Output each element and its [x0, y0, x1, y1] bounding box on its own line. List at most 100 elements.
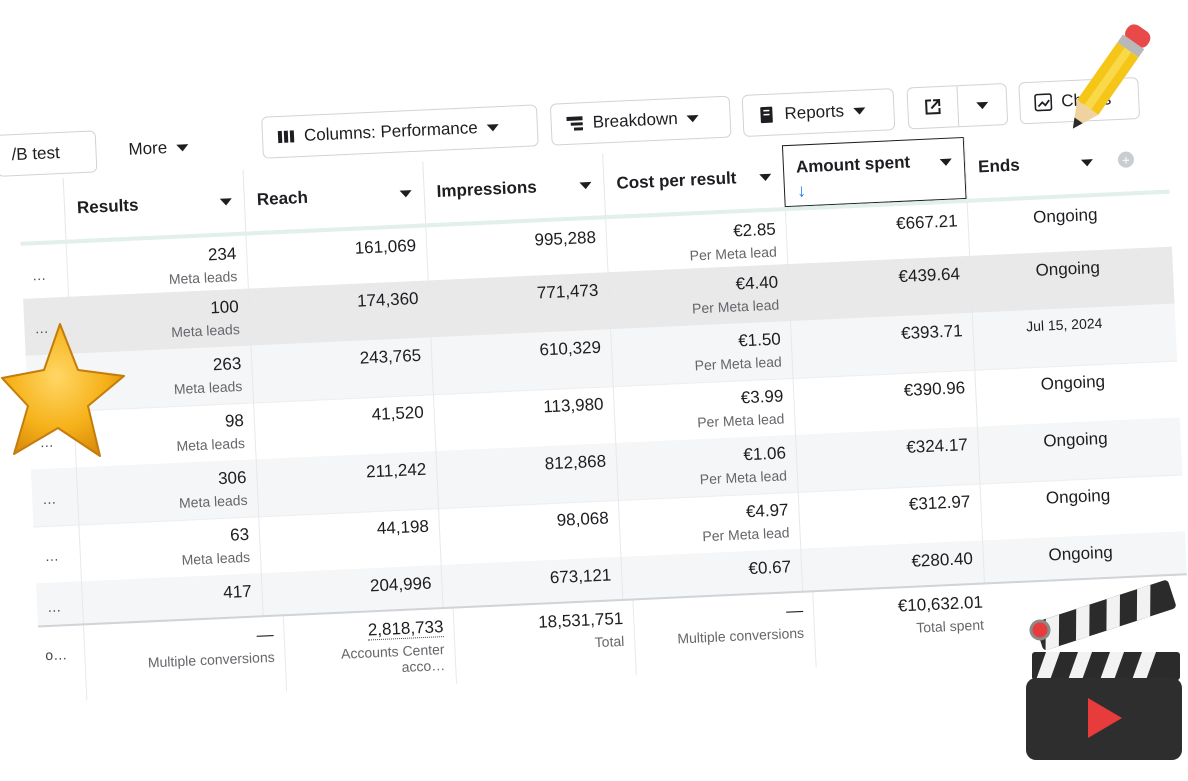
results-value: 263	[212, 353, 242, 375]
total-impressions-value: 18,531,751	[537, 608, 624, 632]
total-cost-per-result: — Multiple conversions	[632, 592, 816, 676]
ends-value: Ongoing	[1032, 205, 1098, 227]
cell-reach: 174,360	[247, 280, 431, 346]
ends-value: Ongoing	[1035, 257, 1101, 280]
cpr-unit: Per Meta lead	[699, 467, 788, 488]
reach-value: 41,520	[371, 402, 425, 425]
more-button[interactable]: More	[114, 126, 204, 172]
ends-value: Ongoing	[1045, 485, 1111, 508]
more-label: More	[128, 138, 168, 159]
sort-descending-icon: ↓	[796, 180, 807, 201]
chevron-down-icon	[852, 106, 866, 115]
chevron-down-icon	[486, 123, 499, 132]
export-button[interactable]	[907, 86, 959, 129]
chevron-down-icon[interactable]	[939, 158, 953, 167]
total-reach-value[interactable]: 2,818,733	[367, 617, 444, 641]
totals-row-name: o…	[44, 646, 68, 664]
total-spent-value: €10,632.01	[897, 592, 984, 616]
column-reach[interactable]: Reach	[242, 161, 426, 232]
columns-label: Columns: Performance	[303, 118, 479, 145]
ends-value: Jul 15, 2024	[1025, 314, 1103, 335]
charts-button[interactable]: Charts	[1018, 77, 1141, 125]
spent-value: €393.71	[900, 321, 963, 344]
ends-value: Ongoing	[1042, 428, 1108, 451]
spent-value: €280.40	[911, 549, 974, 571]
reach-value: 211,242	[365, 459, 427, 482]
results-unit: Meta leads	[168, 268, 238, 288]
cpr-unit: Per Meta lead	[702, 524, 790, 545]
total-results-caption: Multiple conversions	[147, 648, 275, 671]
impressions-value: 610,329	[539, 337, 602, 360]
reports-icon	[760, 106, 773, 124]
export-split-button	[906, 82, 1009, 130]
impressions-value: 771,473	[536, 280, 599, 303]
reach-value: 161,069	[354, 235, 417, 258]
results-unit: Meta leads	[181, 548, 251, 568]
row-name-truncated: …	[44, 547, 60, 565]
chevron-down-icon[interactable]	[219, 197, 233, 206]
cpr-unit: Per Meta lead	[691, 296, 780, 317]
column-ends-label: Ends	[977, 155, 1021, 177]
impressions-value: 995,288	[534, 227, 597, 250]
results-value: 100	[209, 297, 240, 318]
chevron-down-icon[interactable]	[759, 173, 772, 181]
add-column-icon[interactable]: +	[1117, 151, 1135, 168]
ab-test-button[interactable]: /B test	[0, 130, 98, 177]
reports-label: Reports	[784, 101, 845, 124]
row-name-truncated: …	[41, 490, 57, 508]
cpr-value: €2.85	[732, 219, 777, 241]
clapperboard-sticker	[1026, 580, 1182, 760]
cpr-value: €1.06	[742, 443, 787, 465]
cpr-value: €1.50	[737, 329, 782, 351]
export-menu-button[interactable]	[957, 84, 1007, 126]
reach-value: 174,360	[356, 288, 419, 311]
cell-results: 306 Meta leads	[75, 459, 259, 525]
cell-cost-per-result: €3.99 Per Meta lead	[612, 377, 796, 444]
cell-impressions: 812,868	[435, 443, 618, 509]
chevron-down-icon[interactable]	[579, 181, 592, 189]
cell-reach: 211,242	[255, 451, 439, 517]
spent-value: €390.96	[903, 378, 966, 400]
column-results[interactable]: Results	[62, 169, 246, 240]
breakdown-button[interactable]: Breakdown	[549, 95, 732, 146]
cell-amount-spent: €390.96	[792, 369, 977, 435]
export-icon	[925, 99, 941, 115]
column-impressions[interactable]: Impressions	[422, 153, 605, 224]
total-results: — Multiple conversions	[82, 616, 287, 701]
results-value: 417	[222, 581, 253, 603]
column-amount-spent[interactable]: Amount spent ↓	[781, 136, 967, 208]
column-cost-per-result[interactable]: Cost per result	[602, 145, 785, 216]
cell-impressions: 98,068	[438, 500, 621, 566]
spent-value: €312.97	[908, 492, 971, 514]
cell-cost-per-result: €1.06 Per Meta lead	[615, 434, 798, 501]
cell-cost-per-result: €4.97 Per Meta lead	[617, 491, 801, 557]
cell-impressions: 610,329	[430, 329, 613, 395]
total-cpr-value: —	[785, 600, 804, 621]
ab-test-label: /B test	[11, 143, 61, 165]
cpr-value: €3.99	[740, 386, 784, 408]
chevron-down-icon[interactable]	[399, 189, 412, 198]
chevron-down-icon	[975, 101, 989, 109]
chevron-down-icon[interactable]	[1080, 158, 1094, 167]
breakdown-label: Breakdown	[592, 108, 679, 132]
cell-cost-per-result: €1.50 Per Meta lead	[610, 321, 793, 387]
impressions-value: 673,121	[549, 565, 612, 588]
reports-button[interactable]: Reports	[741, 88, 896, 137]
results-unit: Meta leads	[178, 491, 248, 511]
impressions-value: 113,980	[542, 394, 604, 417]
column-reach-label: Reach	[256, 187, 309, 210]
columns-button[interactable]: Columns: Performance	[261, 104, 539, 159]
column-results-label: Results	[76, 195, 139, 218]
ads-manager-table-sheet: /B test More Columns: Performance Breakd…	[0, 66, 1188, 703]
results-value: 306	[217, 467, 247, 489]
impressions-value: 812,868	[544, 451, 607, 474]
row-name-truncated: …	[31, 266, 47, 284]
spent-value: €324.17	[905, 435, 969, 457]
cpr-value: €0.67	[748, 557, 792, 579]
spent-value: €667.21	[895, 211, 958, 234]
column-amount-spent-label: Amount spent	[795, 152, 911, 177]
column-amount-spent-title: Amount spent	[796, 151, 953, 178]
reach-value: 204,996	[369, 573, 432, 596]
cell-ends: Ongoing	[979, 477, 1122, 541]
